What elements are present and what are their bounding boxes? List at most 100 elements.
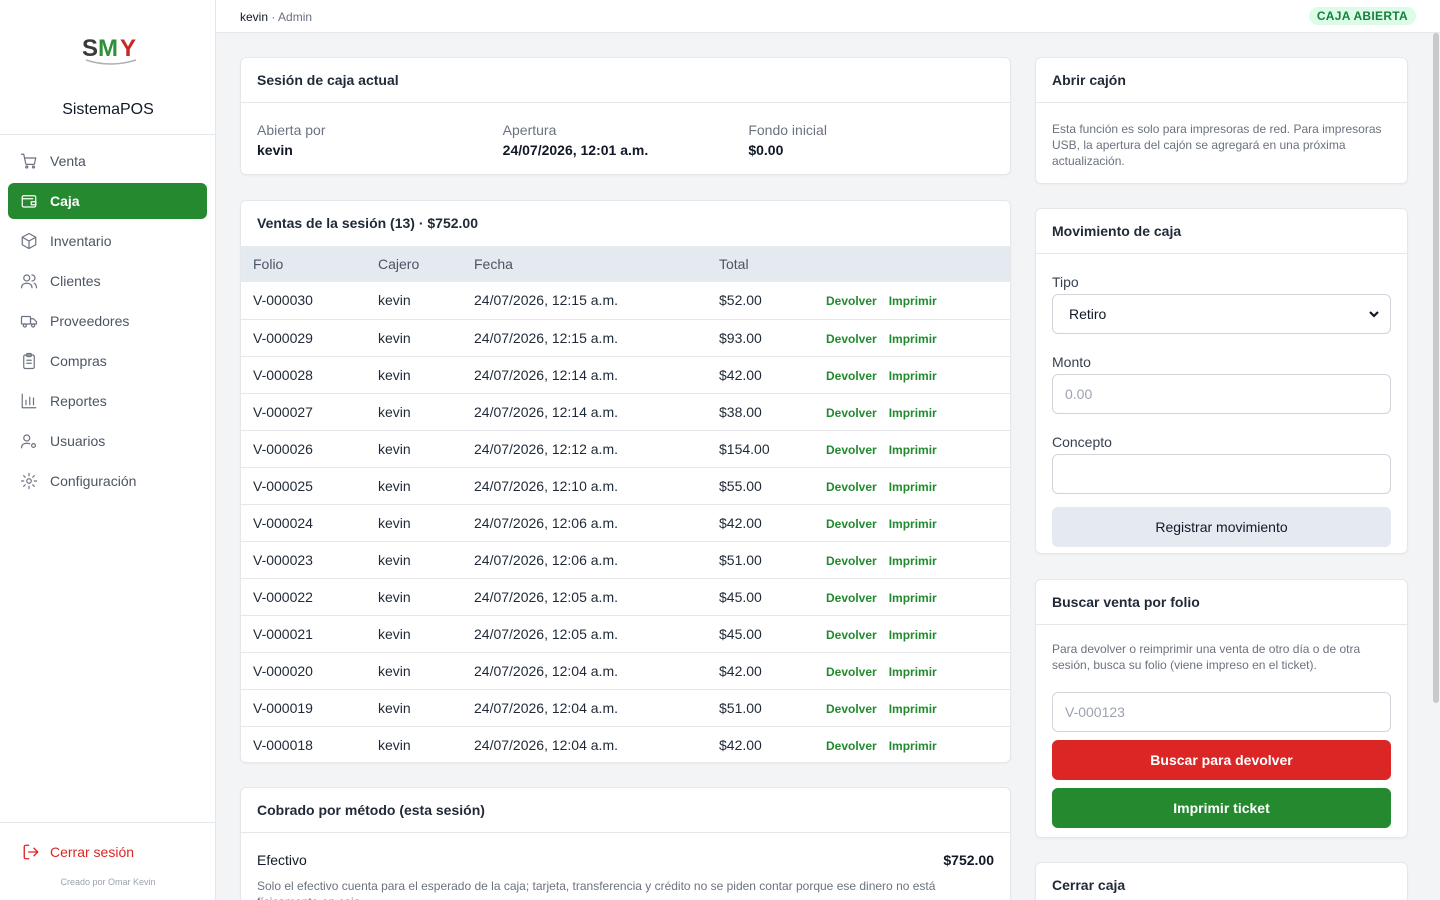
print-link[interactable]: Imprimir bbox=[888, 405, 937, 420]
type-label: Tipo bbox=[1052, 274, 1079, 290]
sidebar-item-label: Caja bbox=[50, 193, 80, 209]
print-link[interactable]: Imprimir bbox=[888, 479, 937, 494]
sale-total: $38.00 bbox=[719, 403, 762, 420]
current-user: kevin · Admin bbox=[240, 10, 312, 24]
print-link[interactable]: Imprimir bbox=[888, 331, 937, 346]
return-link[interactable]: Devolver bbox=[826, 590, 877, 605]
cash-movement-title: Movimiento de caja bbox=[1036, 209, 1407, 254]
svg-text:S: S bbox=[82, 35, 98, 62]
sale-actions: Devolver Imprimir bbox=[814, 504, 1010, 541]
sale-folio: V-000023 bbox=[253, 551, 313, 568]
sidebar-divider bbox=[0, 822, 215, 823]
sale-actions: Devolver Imprimir bbox=[814, 319, 1010, 356]
sidebar-divider bbox=[0, 134, 215, 135]
sidebar-item-label: Configuración bbox=[50, 473, 137, 489]
table-row: V-000023 kevin 24/07/2026, 12:06 a.m. $5… bbox=[241, 541, 1010, 578]
return-link[interactable]: Devolver bbox=[826, 405, 877, 420]
wallet-icon bbox=[20, 192, 38, 210]
column-header: Cajero bbox=[378, 256, 420, 272]
sale-total: $42.00 bbox=[719, 736, 762, 753]
type-selected-value: Retiro bbox=[1069, 306, 1107, 322]
print-link[interactable]: Imprimir bbox=[888, 368, 937, 383]
logout-button[interactable]: Cerrar sesión bbox=[22, 843, 134, 861]
sidebar-item-label: Compras bbox=[50, 353, 107, 369]
return-link[interactable]: Devolver bbox=[826, 738, 877, 753]
sale-cashier: kevin bbox=[378, 551, 411, 568]
register-movement-button[interactable]: Registrar movimiento bbox=[1052, 507, 1391, 547]
amount-input[interactable] bbox=[1052, 374, 1391, 414]
return-link[interactable]: Devolver bbox=[826, 442, 877, 457]
sale-actions: Devolver Imprimir bbox=[814, 652, 1010, 689]
return-link[interactable]: Devolver bbox=[826, 294, 877, 309]
sidebar-item-configuracion[interactable]: Configuración bbox=[8, 463, 207, 499]
print-link[interactable]: Imprimir bbox=[888, 516, 937, 531]
user-cog-icon bbox=[20, 432, 38, 450]
credit-text: Creado por Omar Kevin bbox=[60, 877, 156, 887]
truck-icon bbox=[20, 312, 38, 330]
return-link[interactable]: Devolver bbox=[826, 516, 877, 531]
sidebar-item-clientes[interactable]: Clientes bbox=[8, 263, 207, 299]
print-link[interactable]: Imprimir bbox=[888, 590, 937, 605]
sidebar-item-venta[interactable]: Venta bbox=[8, 143, 207, 179]
return-link[interactable]: Devolver bbox=[826, 627, 877, 642]
sale-actions: Devolver Imprimir bbox=[814, 356, 1010, 393]
sidebar-item-caja[interactable]: Caja bbox=[8, 183, 207, 219]
page-scrollbar[interactable] bbox=[1433, 33, 1439, 703]
search-sale-card: Buscar venta por folio Para devolver o r… bbox=[1035, 579, 1408, 838]
app-name: SistemaPOS bbox=[62, 101, 154, 118]
search-sale-title: Buscar venta por folio bbox=[1036, 580, 1407, 625]
print-link[interactable]: Imprimir bbox=[888, 738, 937, 753]
sales-title: Ventas de la sesión (13) · $752.00 bbox=[257, 215, 479, 231]
return-link[interactable]: Devolver bbox=[826, 701, 877, 716]
sale-actions: Devolver Imprimir bbox=[814, 541, 1010, 578]
sidebar-item-label: Clientes bbox=[50, 273, 101, 289]
return-link[interactable]: Devolver bbox=[826, 664, 877, 679]
sales-table: Folio Cajero Fecha Total V-000030 kevin … bbox=[241, 246, 1010, 762]
sale-folio: V-000022 bbox=[253, 588, 313, 605]
sidebar-item-compras[interactable]: Compras bbox=[8, 343, 207, 379]
method-label: Efectivo bbox=[257, 852, 307, 868]
close-register-title: Cerrar caja bbox=[1036, 863, 1407, 900]
sidebar-item-inventario[interactable]: Inventario bbox=[8, 223, 207, 259]
print-link[interactable]: Imprimir bbox=[888, 701, 937, 716]
return-link[interactable]: Devolver bbox=[826, 553, 877, 568]
sale-total: $51.00 bbox=[719, 699, 762, 716]
sale-folio: V-000028 bbox=[253, 366, 313, 383]
table-row: V-000024 kevin 24/07/2026, 12:06 a.m. $4… bbox=[241, 504, 1010, 541]
sale-date: 24/07/2026, 12:15 a.m. bbox=[474, 329, 618, 346]
return-link[interactable]: Devolver bbox=[826, 479, 877, 494]
return-link[interactable]: Devolver bbox=[826, 368, 877, 383]
folio-search-input[interactable] bbox=[1052, 692, 1391, 732]
concept-input[interactable] bbox=[1052, 454, 1391, 494]
sale-date: 24/07/2026, 12:04 a.m. bbox=[474, 662, 618, 679]
sidebar-item-reportes[interactable]: Reportes bbox=[8, 383, 207, 419]
sidebar-item-usuarios[interactable]: Usuarios bbox=[8, 423, 207, 459]
sale-total: $52.00 bbox=[719, 292, 762, 309]
method-value: $752.00 bbox=[943, 852, 994, 868]
sidebar-item-proveedores[interactable]: Proveedores bbox=[8, 303, 207, 339]
table-row: V-000020 kevin 24/07/2026, 12:04 a.m. $4… bbox=[241, 652, 1010, 689]
print-link[interactable]: Imprimir bbox=[888, 442, 937, 457]
sale-cashier: kevin bbox=[378, 588, 411, 605]
table-row: V-000030 kevin 24/07/2026, 12:15 a.m. $5… bbox=[241, 282, 1010, 319]
print-link[interactable]: Imprimir bbox=[888, 627, 937, 642]
return-link[interactable]: Devolver bbox=[826, 331, 877, 346]
table-header: Folio Cajero Fecha Total bbox=[241, 246, 1010, 282]
sale-cashier: kevin bbox=[378, 403, 411, 420]
print-link[interactable]: Imprimir bbox=[888, 294, 937, 309]
print-ticket-button[interactable]: Imprimir ticket bbox=[1052, 788, 1391, 828]
brand-logo: S M Y bbox=[82, 35, 138, 65]
sale-total: $45.00 bbox=[719, 588, 762, 605]
methods-note: Solo el efectivo cuenta para el esperado… bbox=[257, 879, 936, 900]
search-return-button[interactable]: Buscar para devolver bbox=[1052, 740, 1391, 780]
type-select[interactable]: Retiro bbox=[1052, 294, 1391, 334]
svg-text:Y: Y bbox=[120, 35, 136, 62]
sale-actions: Devolver Imprimir bbox=[814, 430, 1010, 467]
sale-date: 24/07/2026, 12:06 a.m. bbox=[474, 514, 618, 531]
logout-icon bbox=[23, 844, 39, 860]
print-link[interactable]: Imprimir bbox=[888, 553, 937, 568]
print-link[interactable]: Imprimir bbox=[888, 664, 937, 679]
sidebar: S M Y SistemaPOS Venta Caja Inventario C… bbox=[0, 0, 216, 900]
sale-total: $55.00 bbox=[719, 477, 762, 494]
sale-date: 24/07/2026, 12:14 a.m. bbox=[474, 403, 618, 420]
